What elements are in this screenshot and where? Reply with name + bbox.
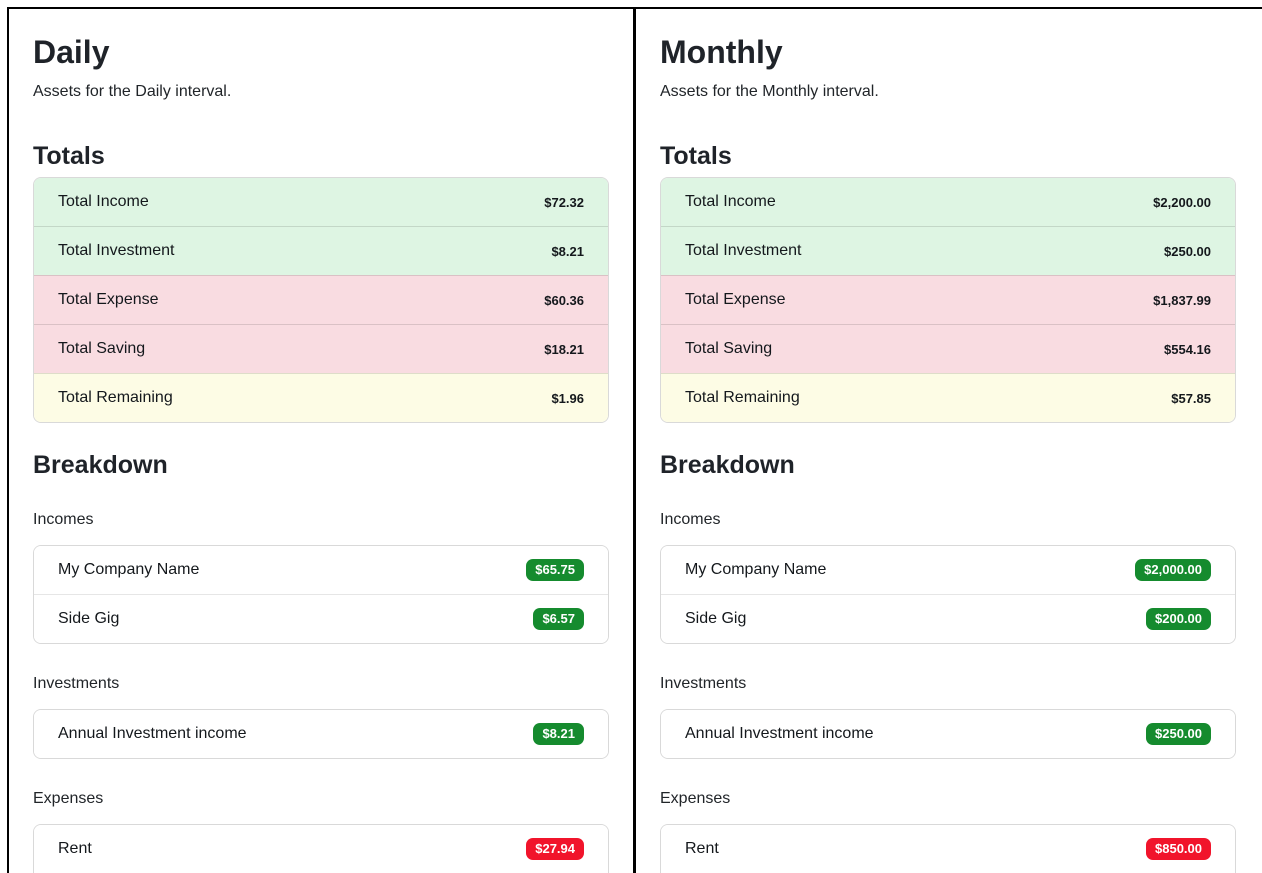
total-label: Total Remaining bbox=[58, 389, 173, 406]
total-expense-row: Total Expense $60.36 bbox=[34, 275, 608, 324]
amount-badge: $850.00 bbox=[1146, 837, 1211, 861]
totals-heading: Totals bbox=[33, 142, 105, 170]
total-label: Total Expense bbox=[685, 291, 786, 308]
total-value: $18.21 bbox=[544, 341, 584, 357]
breakdown-heading: Breakdown bbox=[33, 451, 168, 479]
total-value: $57.85 bbox=[1171, 390, 1211, 406]
breakdown-heading: Breakdown bbox=[660, 451, 795, 479]
amount-badge: $6.57 bbox=[533, 607, 584, 631]
total-value: $250.00 bbox=[1164, 243, 1211, 259]
amount-badge: $65.75 bbox=[526, 558, 584, 582]
total-value: $72.32 bbox=[544, 194, 584, 210]
page-title: Monthly bbox=[660, 34, 783, 70]
investments-section-label: Investments bbox=[33, 675, 120, 692]
expenses-section-label: Expenses bbox=[33, 790, 104, 807]
item-name: Side Gig bbox=[58, 610, 120, 627]
total-value: $8.21 bbox=[551, 243, 584, 259]
breakdown-item: My Company Name $2,000.00 bbox=[661, 546, 1235, 594]
assets-report-frame: Daily Assets for the Daily interval. Tot… bbox=[7, 7, 1262, 873]
panel-divider bbox=[633, 9, 636, 873]
total-value: $60.36 bbox=[544, 292, 584, 308]
investments-section-label: Investments bbox=[660, 675, 747, 692]
panel-daily: Daily Assets for the Daily interval. Tot… bbox=[9, 9, 633, 873]
total-investment-row: Total Investment $250.00 bbox=[661, 226, 1235, 275]
breakdown-item: Annual Investment income $8.21 bbox=[34, 710, 608, 758]
amount-badge: $27.94 bbox=[526, 837, 584, 861]
item-name: Rent bbox=[685, 840, 719, 857]
investments-card: Annual Investment income $8.21 bbox=[33, 709, 609, 759]
breakdown-item: Side Gig $200.00 bbox=[661, 594, 1235, 643]
total-saving-row: Total Saving $18.21 bbox=[34, 324, 608, 373]
expenses-card: Rent $27.94 bbox=[33, 824, 609, 873]
amount-badge: $250.00 bbox=[1146, 722, 1211, 746]
total-label: Total Investment bbox=[58, 242, 175, 259]
total-label: Total Investment bbox=[685, 242, 802, 259]
breakdown-item: My Company Name $65.75 bbox=[34, 546, 608, 594]
expenses-section-label: Expenses bbox=[660, 790, 731, 807]
total-label: Total Saving bbox=[58, 340, 146, 357]
amount-badge: $2,000.00 bbox=[1135, 558, 1211, 582]
total-income-row: Total Income $72.32 bbox=[34, 178, 608, 226]
total-saving-row: Total Saving $554.16 bbox=[661, 324, 1235, 373]
item-name: My Company Name bbox=[685, 561, 827, 578]
panel-subtitle: Assets for the Daily interval. bbox=[33, 83, 232, 100]
investments-card: Annual Investment income $250.00 bbox=[660, 709, 1236, 759]
total-label: Total Saving bbox=[685, 340, 773, 357]
total-investment-row: Total Investment $8.21 bbox=[34, 226, 608, 275]
amount-badge: $8.21 bbox=[533, 722, 584, 746]
total-remaining-row: Total Remaining $1.96 bbox=[34, 373, 608, 422]
total-value: $2,200.00 bbox=[1153, 194, 1211, 210]
breakdown-item: Side Gig $6.57 bbox=[34, 594, 608, 643]
item-name: Rent bbox=[58, 840, 92, 857]
amount-badge: $200.00 bbox=[1146, 607, 1211, 631]
breakdown-item: Rent $850.00 bbox=[661, 825, 1235, 873]
item-name: My Company Name bbox=[58, 561, 200, 578]
item-name: Annual Investment income bbox=[685, 725, 874, 742]
total-income-row: Total Income $2,200.00 bbox=[661, 178, 1235, 226]
incomes-card: My Company Name $2,000.00 Side Gig $200.… bbox=[660, 545, 1236, 644]
page-title: Daily bbox=[33, 34, 110, 70]
incomes-card: My Company Name $65.75 Side Gig $6.57 bbox=[33, 545, 609, 644]
totals-card: Total Income $72.32 Total Investment $8.… bbox=[33, 177, 609, 423]
total-label: Total Expense bbox=[58, 291, 159, 308]
total-value: $1,837.99 bbox=[1153, 292, 1211, 308]
incomes-section-label: Incomes bbox=[33, 511, 94, 528]
item-name: Side Gig bbox=[685, 610, 747, 627]
incomes-section-label: Incomes bbox=[660, 511, 721, 528]
breakdown-item: Annual Investment income $250.00 bbox=[661, 710, 1235, 758]
total-label: Total Income bbox=[685, 193, 776, 210]
panel-monthly: Monthly Assets for the Monthly interval.… bbox=[636, 9, 1260, 873]
panel-subtitle: Assets for the Monthly interval. bbox=[660, 83, 879, 100]
total-label: Total Remaining bbox=[685, 389, 800, 406]
total-expense-row: Total Expense $1,837.99 bbox=[661, 275, 1235, 324]
total-value: $554.16 bbox=[1164, 341, 1211, 357]
breakdown-item: Rent $27.94 bbox=[34, 825, 608, 873]
total-label: Total Income bbox=[58, 193, 149, 210]
total-remaining-row: Total Remaining $57.85 bbox=[661, 373, 1235, 422]
total-value: $1.96 bbox=[551, 390, 584, 406]
totals-heading: Totals bbox=[660, 142, 732, 170]
totals-card: Total Income $2,200.00 Total Investment … bbox=[660, 177, 1236, 423]
expenses-card: Rent $850.00 bbox=[660, 824, 1236, 873]
item-name: Annual Investment income bbox=[58, 725, 247, 742]
